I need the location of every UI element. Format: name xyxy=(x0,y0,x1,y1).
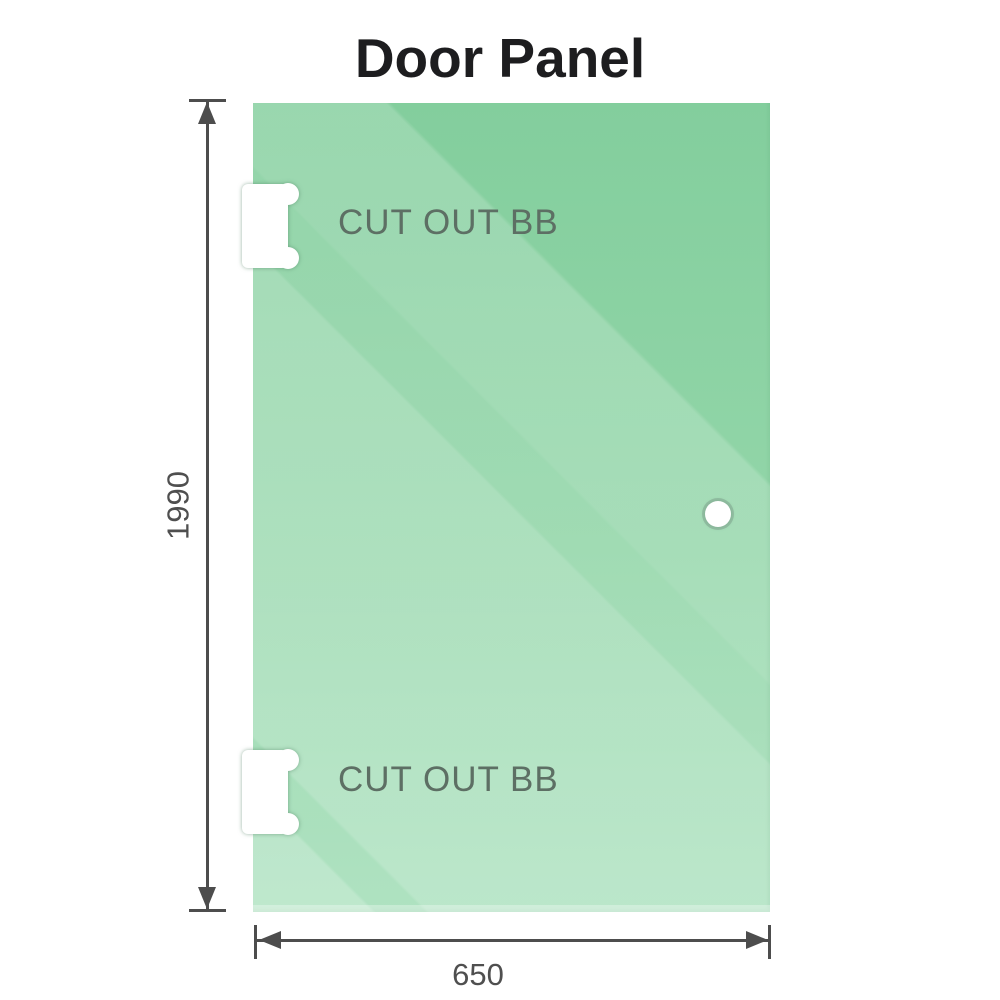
width-dimension-label: 650 xyxy=(452,957,504,992)
hinge-cutout-bottom-icon xyxy=(242,749,299,835)
dimension-tick-right xyxy=(768,925,771,959)
dimension-line-vertical xyxy=(206,100,209,911)
hinge-cutout-top-icon xyxy=(242,183,299,269)
height-dimension-label: 1990 xyxy=(160,471,196,540)
dimension-cap-top xyxy=(189,99,226,102)
page-title: Door Panel xyxy=(354,27,646,89)
arrow-right-icon xyxy=(746,931,768,949)
arrow-left-icon xyxy=(259,931,281,949)
cutout-label-bottom: CUT OUT BB xyxy=(338,760,559,799)
dimension-tick-left xyxy=(254,925,257,959)
dimension-cap-bottom xyxy=(189,909,226,912)
dimension-line-horizontal xyxy=(257,939,770,942)
cutout-label-top: CUT OUT BB xyxy=(338,203,559,242)
glass-panel xyxy=(253,103,770,912)
arrow-up-icon xyxy=(198,102,216,124)
arrow-down-icon xyxy=(198,887,216,909)
panel-bottom-edge-sheen xyxy=(253,905,770,912)
handle-hole xyxy=(705,501,731,527)
